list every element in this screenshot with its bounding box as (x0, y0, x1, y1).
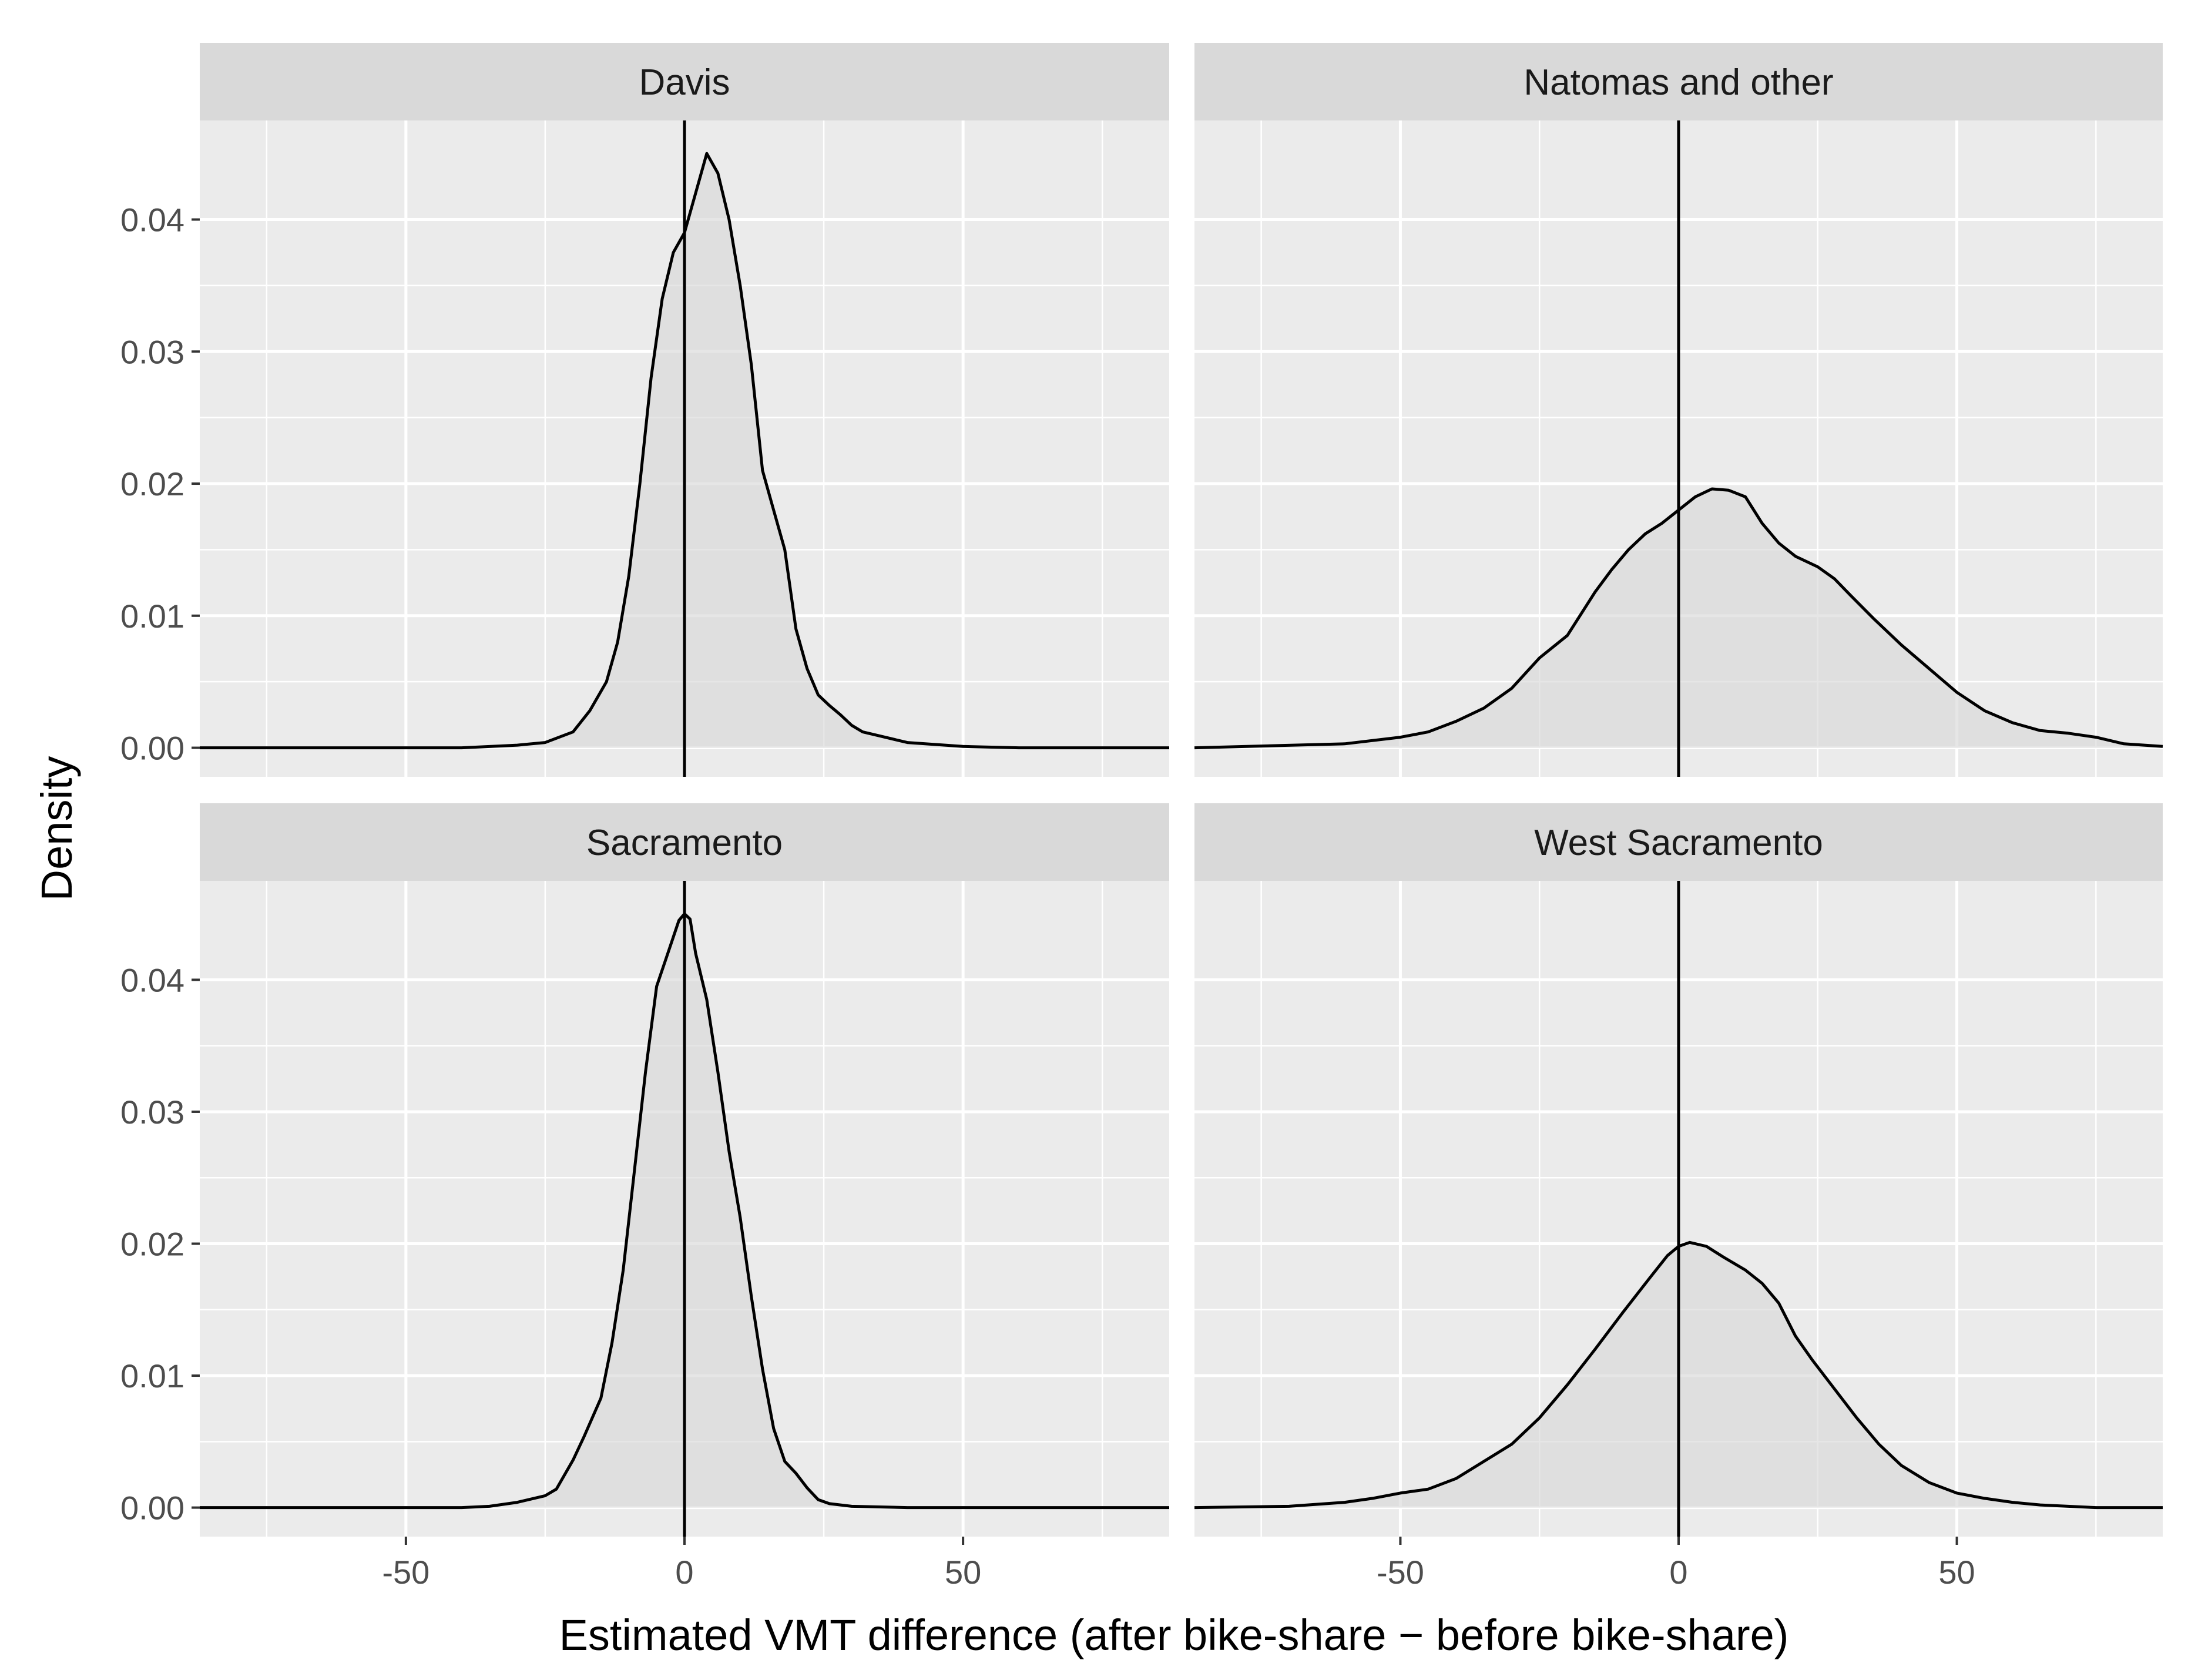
y-tick-label: 0.04 (120, 961, 184, 998)
density-curve (200, 152, 1169, 750)
y-tick-label: 0.02 (120, 1226, 184, 1263)
facet-title: Davis (639, 62, 730, 103)
x-tick-label: -50 (382, 1554, 429, 1591)
y-tick-label: 0.04 (120, 202, 184, 239)
y-tick-label: 0.02 (120, 465, 184, 502)
y-tick-label: 0.03 (120, 333, 184, 370)
x-tick-label: -50 (1377, 1554, 1424, 1591)
y-tick-label: 0.00 (120, 1490, 184, 1527)
facet-sacramento: Sacramento (200, 803, 1169, 1537)
facet-strip (200, 43, 1169, 120)
y-tick-label: 0.01 (120, 598, 184, 635)
x-axis-title: Estimated VMT difference (after bike-sha… (559, 1611, 1789, 1659)
density-curve (1194, 1240, 2163, 1510)
axes: 0.00 0.01 0.02 0.03 0.04 0.00 0.01 0.02 0.03 0.04… (120, 202, 1975, 1591)
facet-natomas-and-other: Natomas and other (1194, 43, 2163, 777)
density-curve (1194, 487, 2163, 750)
y-tick-label: 0.00 (120, 730, 184, 767)
x-tick-label: 0 (675, 1554, 693, 1591)
facet-title: Sacramento (586, 823, 783, 863)
facet-west-sacramento: West Sacramento (1194, 803, 2163, 1537)
facet-strip (1194, 43, 2163, 120)
y-axis-title: Density (32, 756, 81, 901)
facet-panels: Davis Natomas and other Sacramento West Sac… (200, 43, 2163, 1537)
y-tick-label: 0.03 (120, 1094, 184, 1131)
x-tick-label: 50 (945, 1554, 981, 1591)
x-tick-label: 0 (1669, 1554, 1687, 1591)
x-tick-label: 50 (1938, 1554, 1975, 1591)
facet-strip (200, 803, 1169, 881)
y-tick-label: 0.01 (120, 1357, 184, 1394)
facet-strip (1194, 803, 2163, 881)
facet-davis: Davis (200, 43, 1169, 777)
facet-title: Natomas and other (1523, 62, 1833, 103)
density-curve (200, 912, 1169, 1510)
facet-title: West Sacramento (1534, 823, 1823, 863)
